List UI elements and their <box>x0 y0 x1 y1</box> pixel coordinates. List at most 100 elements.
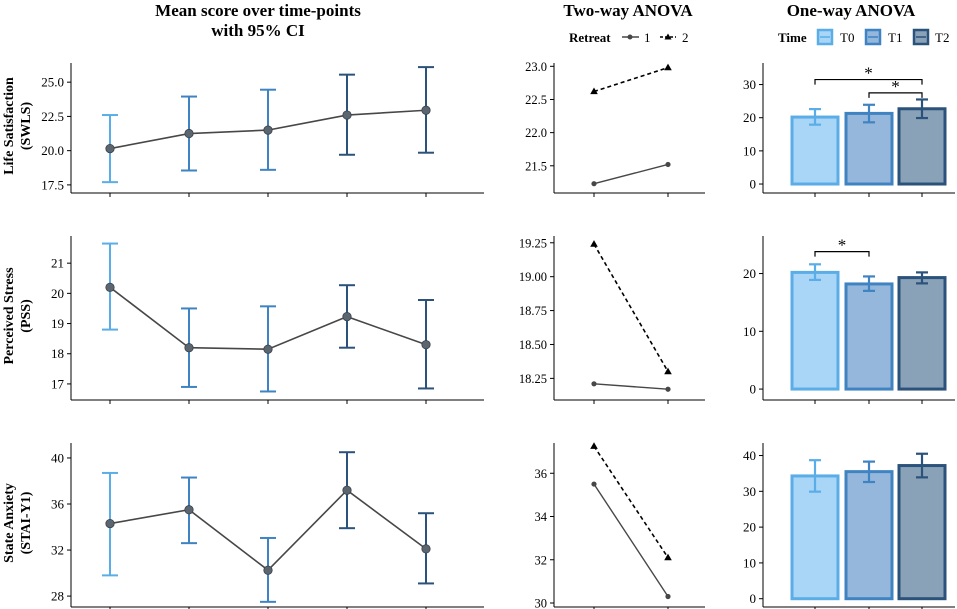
twoway-swls-series-2-line <box>593 66 669 93</box>
mean-stai-y-tick-label-0: 28 <box>51 589 64 604</box>
oneway-pss-sig-bracket-0 <box>814 250 870 257</box>
retreat-legend-key-2-point <box>664 33 672 40</box>
twoway-pss-series-1-point-0 <box>591 381 597 387</box>
mean-stai-point-3 <box>342 485 352 495</box>
oneway-swls-panel: 0 10 20 30 * * <box>743 63 955 197</box>
mean-pss-point-1 <box>184 343 194 353</box>
oneway-swls-bar-t2 <box>897 107 947 186</box>
mean-stai-y-tick-label-1: 32 <box>51 543 64 558</box>
time-legend-label-t1: T1 <box>888 30 902 45</box>
twoway-swls-series-2-point-0 <box>590 87 598 95</box>
mean-pss-panel: 17 18 19 20 21 Perceived Stress (PSS) <box>2 236 484 404</box>
mean-swls-y-tick-label-0: 17.5 <box>41 177 64 192</box>
twoway-pss-series-2-point-0 <box>590 240 598 247</box>
mean-header-line1: Mean score over time-points <box>155 1 361 20</box>
twoway-stai-panel: 30 32 34 36 <box>535 442 705 609</box>
oneway-swls-y-tick-label-3: 30 <box>743 77 756 92</box>
oneway-stai-y-tick-label-0: 0 <box>750 591 757 606</box>
oneway-pss-sig-label-0: * <box>838 236 847 255</box>
twoway-swls-series-1-line <box>593 163 669 185</box>
mean-pss-point-2 <box>263 344 273 354</box>
mean-header-line2: with 95% CI <box>211 21 305 40</box>
mean-stai-y-tick-label-3: 40 <box>51 450 64 465</box>
twoway-stai-series-2-line <box>593 445 669 559</box>
oneway-stai-y-tick-label-4: 40 <box>743 448 756 463</box>
twoway-stai-series-2-point-1 <box>664 553 672 561</box>
twoway-stai-series-1-point-1 <box>665 593 671 600</box>
mean-pss-y-tick-label-3: 20 <box>51 286 64 301</box>
oneway-pss-y-tick-label-2: 20 <box>743 266 756 281</box>
oneway-pss-bar-t1 <box>844 282 894 391</box>
mean-pss-y-tick-label-1: 18 <box>51 346 64 361</box>
mean-stai-point-0 <box>105 518 115 529</box>
twoway-pss-y-tick-label-0: 18.25 <box>519 372 547 386</box>
mean-pss-y-tick-label-0: 17 <box>51 376 65 391</box>
oneway-pss-y-tick-label-0: 0 <box>750 382 757 397</box>
twoway-pss-series-2-point-1 <box>664 367 672 375</box>
oneway-stai-bar-t2 <box>897 464 947 601</box>
oneway-pss-bar-t0 <box>790 270 840 391</box>
mean-stai-y-tick-label-2: 36 <box>51 497 65 512</box>
mean-swls-point-4 <box>421 105 431 115</box>
twoway-swls-series-2-point-1 <box>664 63 672 71</box>
oneway-pss-bar-t2 <box>897 276 947 391</box>
oneway-stai-y-tick-label-2: 20 <box>743 520 756 535</box>
twoway-swls-y-tick-label-0: 21.5 <box>525 159 547 173</box>
mean-pss-ylabel-0: Perceived Stress <box>2 267 17 365</box>
twoway-stai-y-tick-label-0: 30 <box>535 597 548 609</box>
mean-pss-ylabel-1: (PSS) <box>19 299 34 333</box>
twoway-stai-y-tick-label-3: 36 <box>535 467 548 481</box>
mean-pss-point-3 <box>342 312 352 322</box>
twoway-stai-series-2-point-0 <box>590 442 598 449</box>
mean-swls-y-tick-label-2: 22.5 <box>41 109 64 124</box>
retreat-legend-label-1: 1 <box>644 30 651 45</box>
twoway-swls-y-tick-label-2: 22.5 <box>525 93 547 107</box>
oneway-swls-y-tick-label-1: 10 <box>743 143 756 158</box>
twoway-pss-series-2-line <box>593 243 669 372</box>
twoway-pss-y-tick-label-4: 19.25 <box>519 236 547 250</box>
twoway-swls-y-tick-label-1: 22.0 <box>525 126 547 140</box>
time-legend-label-t2: T2 <box>935 30 949 45</box>
twoway-stai-series-1-line <box>593 483 669 597</box>
oneway-stai-y-tick-label-1: 10 <box>743 555 756 570</box>
twoway-pss-panel: 18.25 18.50 18.75 19.00 19.25 <box>519 236 705 404</box>
mean-swls-point-2 <box>263 125 273 135</box>
twoway-stai-series-1-point-0 <box>591 481 597 487</box>
mean-stai-panel: 28 32 36 40 State Anxiety (STAI-Y1) <box>2 443 484 609</box>
twoway-swls-series-1-point-1 <box>665 161 671 168</box>
oneway-stai-bar-t0 <box>790 474 840 601</box>
time-legend-title: Time <box>778 30 807 45</box>
mean-swls-point-0 <box>105 143 115 154</box>
mean-swls-y-tick-label-1: 20.0 <box>41 143 64 158</box>
oneway-swls-y-tick-label-0: 0 <box>750 177 757 192</box>
mean-swls-ylabel-0: Life Satisfaction <box>2 77 17 175</box>
mean-stai-point-2 <box>263 565 273 575</box>
twoway-swls-y-tick-label-3: 23.0 <box>525 60 547 74</box>
mean-swls-point-3 <box>342 110 352 120</box>
oneway-stai-bar-t1 <box>844 470 894 601</box>
oneway-stai-panel: 0 10 20 30 40 <box>743 443 955 609</box>
twoway-swls-panel: 21.5 22.0 22.5 23.0 <box>525 60 705 197</box>
mean-swls-y-tick-label-3: 25.0 <box>41 75 64 90</box>
mean-swls-ylabel-1: (SWLS) <box>19 102 34 151</box>
twoway-pss-y-tick-label-1: 18.50 <box>519 338 547 352</box>
oneway-stai-y-tick-label-3: 30 <box>743 484 756 499</box>
twoway-swls-series-1-point-0 <box>591 181 597 187</box>
twoway-pss-y-tick-label-3: 19.00 <box>519 270 547 284</box>
twoway-pss-series-1-line <box>593 383 669 390</box>
retreat-legend-label-2: 2 <box>682 30 689 45</box>
oneway-swls-sig-bracket-0 <box>814 78 923 85</box>
oneway-swls-bar-t0 <box>790 115 840 186</box>
time-legend: Time T0 T1 T2 <box>778 28 949 46</box>
mean-pss-y-tick-label-4: 21 <box>51 256 64 271</box>
time-legend-label-t0: T0 <box>840 30 854 45</box>
mean-stai-point-1 <box>184 505 194 515</box>
oneway-pss-y-tick-label-1: 10 <box>743 324 756 339</box>
mean-stai-ylabel-0: State Anxiety <box>2 483 17 563</box>
oneway-swls-y-tick-label-2: 20 <box>743 110 756 125</box>
mean-pss-y-tick-label-2: 19 <box>51 316 64 331</box>
mean-swls-panel: 17.5 20.0 22.5 25.0 Life Satisfaction (SWLS) <box>2 63 484 197</box>
retreat-legend-title: Retreat <box>569 30 611 45</box>
mean-stai-ylabel-1: (STAI-Y1) <box>19 491 34 554</box>
